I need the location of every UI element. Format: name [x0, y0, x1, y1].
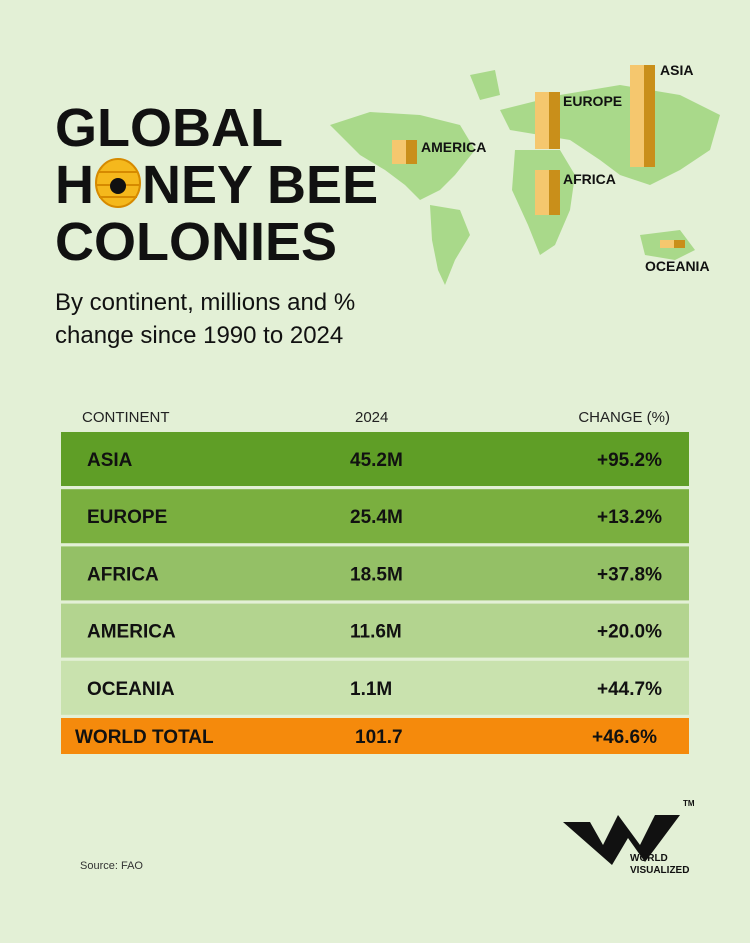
logo-mark	[563, 815, 680, 865]
table-cell: 1.1M	[350, 679, 392, 700]
map-label: EUROPE	[563, 93, 622, 109]
total-row	[61, 718, 689, 754]
table-row	[61, 603, 689, 658]
table-cell: AMERICA	[87, 622, 176, 643]
map-label: OCEANIA	[645, 258, 710, 274]
table-cell: 18.5M	[350, 564, 403, 585]
column-header: CONTINENT	[82, 409, 170, 426]
subtitle-line: change since 1990 to 2024	[55, 322, 343, 349]
total-cell: +46.6%	[592, 727, 657, 748]
logo-text: WORLD	[630, 853, 668, 864]
table-body: ASIA 45.2M +95.2% EUROPE 25.4M +13.2% AFRICA 18…	[61, 432, 689, 715]
table-cell: +20.0%	[597, 622, 662, 643]
table-row	[61, 660, 689, 715]
subtitle-line: By continent, millions and %	[55, 289, 355, 316]
table-row	[61, 489, 689, 544]
logo-text: VISUALIZED	[630, 865, 689, 876]
table-cell: AFRICA	[87, 564, 159, 585]
table-row	[61, 546, 689, 601]
table-cell: EUROPE	[87, 507, 167, 528]
table-cell: 45.2M	[350, 450, 403, 471]
map-label: AFRICA	[563, 171, 616, 187]
map-label: ASIA	[660, 62, 693, 78]
source: Source: FAO	[80, 860, 143, 872]
column-header: CHANGE (%)	[578, 409, 670, 426]
table-cell: 25.4M	[350, 507, 403, 528]
title-line: NEY BEE	[142, 155, 378, 215]
total-cell: WORLD TOTAL	[75, 727, 214, 748]
table-row	[61, 432, 689, 486]
table-cell: +95.2%	[597, 450, 662, 471]
map-columns	[392, 65, 685, 248]
beehive-icon	[95, 158, 141, 208]
table-cell: +37.8%	[597, 564, 662, 585]
map-label: AMERICA	[421, 139, 486, 155]
title-line: COLONIES	[55, 212, 337, 272]
title-line: H	[55, 155, 94, 215]
trademark: TM	[683, 799, 695, 808]
table-cell: +44.7%	[597, 679, 662, 700]
table-cell: 11.6M	[350, 622, 402, 643]
total-cell: 101.7	[355, 727, 403, 748]
column-header: 2024	[355, 409, 388, 426]
table-cell: +13.2%	[597, 507, 662, 528]
table-cell: ASIA	[87, 450, 133, 471]
title-line: GLOBAL	[55, 98, 283, 158]
table-cell: OCEANIA	[87, 679, 175, 700]
